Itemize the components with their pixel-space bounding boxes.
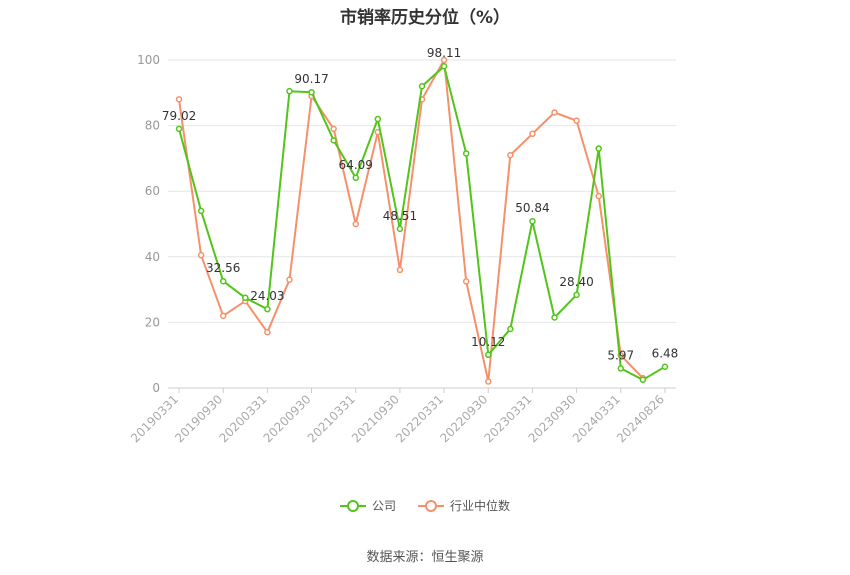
series-line-company	[178, 65, 666, 381]
data-label: 48.51	[383, 209, 417, 223]
legend-label-industry: 行业中位数	[450, 499, 511, 513]
data-label: 50.84	[515, 201, 549, 215]
chart-title: 市销率历史分位（%）	[339, 8, 511, 28]
y-tick-label: 40	[145, 250, 160, 264]
point-industry	[175, 96, 183, 103]
point-company	[462, 150, 470, 157]
point-industry	[485, 378, 492, 385]
data-label: 24.03	[250, 289, 284, 303]
point-company	[286, 87, 293, 95]
legend-swatch-company	[339, 499, 366, 512]
point-industry	[352, 220, 359, 228]
point-industry	[529, 130, 536, 138]
legend-item-company[interactable]: 公司	[339, 497, 396, 514]
point-industry	[595, 192, 602, 200]
point-company	[219, 277, 227, 285]
point-industry	[264, 328, 271, 336]
data-label: 64.09	[339, 158, 373, 172]
point-company	[617, 365, 625, 372]
point-industry	[440, 56, 448, 64]
point-company	[330, 137, 337, 144]
point-company	[595, 145, 602, 152]
point-company	[352, 174, 359, 182]
data-source: 数据来源：恒生聚源	[366, 550, 484, 565]
point-company	[661, 363, 669, 370]
data-label: 90.17	[294, 72, 328, 86]
point-industry	[286, 276, 293, 284]
y-tick-label: 20	[145, 315, 160, 329]
point-industry	[396, 266, 404, 274]
data-label: 28.40	[559, 275, 593, 289]
point-company	[396, 225, 404, 233]
y-tick-label: 0	[152, 381, 160, 395]
series-layer	[175, 56, 669, 385]
data-label: 79.02	[162, 109, 196, 123]
legend-item-industry[interactable]: 行业中位数	[418, 497, 510, 514]
data-label: 32.56	[206, 261, 240, 275]
label-layer: 79.02 32.56 24.03 90.17 64.09 48.51 98.11 10.12…	[162, 46, 678, 362]
point-industry	[462, 278, 470, 285]
point-company	[440, 62, 448, 70]
y-tick-label: 100	[137, 53, 160, 67]
legend: 公司 行业中位数	[0, 497, 850, 514]
point-company	[242, 294, 249, 302]
point-company	[551, 314, 558, 321]
point-company	[639, 376, 647, 384]
point-company	[485, 351, 492, 359]
point-company	[175, 125, 183, 133]
legend-swatch-industry	[418, 499, 444, 512]
data-label: 10.12	[471, 335, 505, 349]
series-line-industry	[178, 59, 644, 383]
y-tick-label: 60	[145, 184, 160, 198]
data-label: 6.48	[652, 347, 679, 361]
point-company	[573, 291, 580, 299]
point-company	[264, 305, 271, 313]
y-tick-label: 80	[145, 119, 160, 133]
data-label: 98.11	[427, 46, 461, 60]
point-company	[418, 82, 426, 90]
point-industry	[507, 151, 514, 159]
legend-label-company: 公司	[371, 499, 396, 513]
x-tick-label: 20240826	[614, 392, 667, 445]
point-company	[529, 217, 536, 225]
point-industry	[573, 117, 580, 124]
point-company	[308, 88, 315, 96]
point-company	[197, 207, 205, 215]
data-label: 5.97	[607, 348, 634, 362]
point-industry	[219, 312, 227, 320]
point-industry	[197, 251, 205, 259]
point-company	[507, 325, 514, 333]
point-industry	[551, 109, 558, 116]
point-industry	[330, 125, 337, 133]
point-company	[374, 115, 382, 123]
